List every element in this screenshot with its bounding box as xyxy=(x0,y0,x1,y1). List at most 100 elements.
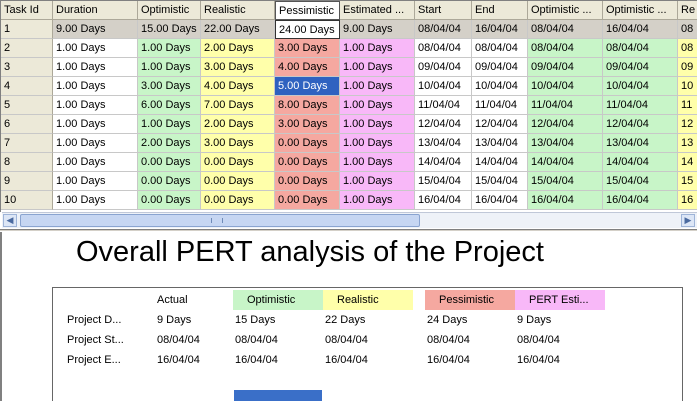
horizontal-scrollbar[interactable]: ◀ ▶ xyxy=(2,212,697,228)
cell-end[interactable]: 10/04/04 xyxy=(472,77,528,96)
cell-optimistic[interactable]: 0.00 Days xyxy=(138,153,201,172)
cell-optimistic-end[interactable]: 08/04/04 xyxy=(603,39,678,58)
table-row[interactable]: 2 1.00 Days 1.00 Days 2.00 Days 3.00 Days 1.0… xyxy=(1,39,697,58)
cell-estimated[interactable]: 9.00 Days xyxy=(340,20,415,39)
cell-optimistic-start[interactable]: 10/04/04 xyxy=(528,77,603,96)
cell-estimated[interactable]: 1.00 Days xyxy=(340,96,415,115)
cell-optimistic-end[interactable]: 11/04/04 xyxy=(603,96,678,115)
cell-optimistic-start[interactable]: 12/04/04 xyxy=(528,115,603,134)
cell-realistic[interactable]: 3.00 Days xyxy=(201,58,275,77)
scroll-thumb[interactable] xyxy=(20,214,420,227)
cell-estimated[interactable]: 1.00 Days xyxy=(340,134,415,153)
cell-duration[interactable]: 1.00 Days xyxy=(53,115,138,134)
cell-duration[interactable]: 9.00 Days xyxy=(53,20,138,39)
column-header-task-id[interactable]: Task Id xyxy=(1,1,53,20)
cell-duration[interactable]: 1.00 Days xyxy=(53,77,138,96)
cell-optimistic-start[interactable]: 08/04/04 xyxy=(528,39,603,58)
cell-optimistic-start[interactable]: 11/04/04 xyxy=(528,96,603,115)
cell-realistic[interactable]: 0.00 Days xyxy=(201,172,275,191)
cell-estimated[interactable]: 1.00 Days xyxy=(340,191,415,210)
cell-realistic[interactable]: 3.00 Days xyxy=(201,134,275,153)
cell-pessimistic[interactable]: 24.00 Days xyxy=(275,20,340,39)
cell-realistic[interactable]: 0.00 Days xyxy=(201,153,275,172)
cell-pessimistic[interactable]: 3.00 Days xyxy=(275,39,340,58)
cell-optimistic[interactable]: 0.00 Days xyxy=(138,172,201,191)
cell-start[interactable]: 14/04/04 xyxy=(415,153,472,172)
scroll-left-icon[interactable]: ◀ xyxy=(3,214,17,227)
cell-realistic-start[interactable]: 08 xyxy=(678,20,697,39)
cell-estimated[interactable]: 1.00 Days xyxy=(340,58,415,77)
cell-optimistic[interactable]: 2.00 Days xyxy=(138,134,201,153)
table-row[interactable]: 9 1.00 Days 0.00 Days 0.00 Days 0.00 Days 1.0… xyxy=(1,172,697,191)
cell-task-id[interactable]: 7 xyxy=(1,134,53,153)
cell-pessimistic[interactable]: 0.00 Days xyxy=(275,172,340,191)
table-row[interactable]: 5 1.00 Days 6.00 Days 7.00 Days 8.00 Days 1.0… xyxy=(1,96,697,115)
table-row[interactable]: 6 1.00 Days 1.00 Days 2.00 Days 3.00 Days 1.0… xyxy=(1,115,697,134)
cell-optimistic[interactable]: 3.00 Days xyxy=(138,77,201,96)
cell-estimated[interactable]: 1.00 Days xyxy=(340,172,415,191)
cell-realistic-start[interactable]: 08 xyxy=(678,39,697,58)
column-header-pessimistic[interactable]: Pessimistic xyxy=(275,1,340,20)
cell-task-id[interactable]: 10 xyxy=(1,191,53,210)
cell-task-id[interactable]: 9 xyxy=(1,172,53,191)
cell-realistic[interactable]: 2.00 Days xyxy=(201,115,275,134)
cell-end[interactable]: 16/04/04 xyxy=(472,20,528,39)
column-header-realistic[interactable]: Realistic xyxy=(201,1,275,20)
column-header-start[interactable]: Start xyxy=(415,1,472,20)
cell-realistic[interactable]: 4.00 Days xyxy=(201,77,275,96)
table-row[interactable]: 7 1.00 Days 2.00 Days 3.00 Days 0.00 Days 1.0… xyxy=(1,134,697,153)
cell-task-id[interactable]: 6 xyxy=(1,115,53,134)
cell-optimistic-start[interactable]: 09/04/04 xyxy=(528,58,603,77)
cell-realistic-start[interactable]: 09 xyxy=(678,58,697,77)
cell-estimated[interactable]: 1.00 Days xyxy=(340,77,415,96)
column-header-duration[interactable]: Duration xyxy=(53,1,138,20)
column-header-optimistic[interactable]: Optimistic xyxy=(138,1,201,20)
cell-realistic-start[interactable]: 14 xyxy=(678,153,697,172)
cell-duration[interactable]: 1.00 Days xyxy=(53,39,138,58)
cell-end[interactable]: 14/04/04 xyxy=(472,153,528,172)
table-row[interactable]: 4 1.00 Days 3.00 Days 4.00 Days 5.00 Days 1.0… xyxy=(1,77,697,96)
cell-pessimistic[interactable]: 4.00 Days xyxy=(275,58,340,77)
cell-optimistic[interactable]: 1.00 Days xyxy=(138,39,201,58)
cell-optimistic-end[interactable]: 09/04/04 xyxy=(603,58,678,77)
cell-pessimistic[interactable]: 0.00 Days xyxy=(275,153,340,172)
cell-optimistic-start[interactable]: 15/04/04 xyxy=(528,172,603,191)
cell-end[interactable]: 12/04/04 xyxy=(472,115,528,134)
cell-realistic-start[interactable]: 10 xyxy=(678,77,697,96)
scroll-right-icon[interactable]: ▶ xyxy=(681,214,695,227)
cell-pessimistic[interactable]: 0.00 Days xyxy=(275,134,340,153)
cell-optimistic-end[interactable]: 13/04/04 xyxy=(603,134,678,153)
cell-start[interactable]: 12/04/04 xyxy=(415,115,472,134)
column-header-estimated[interactable]: Estimated ... xyxy=(340,1,415,20)
cell-task-id[interactable]: 4 xyxy=(1,77,53,96)
cell-optimistic[interactable]: 0.00 Days xyxy=(138,191,201,210)
cell-realistic-start[interactable]: 12 xyxy=(678,115,697,134)
cell-realistic-start[interactable]: 11 xyxy=(678,96,697,115)
cell-realistic[interactable]: 7.00 Days xyxy=(201,96,275,115)
cell-end[interactable]: 09/04/04 xyxy=(472,58,528,77)
cell-duration[interactable]: 1.00 Days xyxy=(53,191,138,210)
cell-estimated[interactable]: 1.00 Days xyxy=(340,39,415,58)
cell-start[interactable]: 13/04/04 xyxy=(415,134,472,153)
cell-duration[interactable]: 1.00 Days xyxy=(53,96,138,115)
cell-estimated[interactable]: 1.00 Days xyxy=(340,115,415,134)
cell-optimistic-end[interactable]: 15/04/04 xyxy=(603,172,678,191)
cell-realistic[interactable]: 22.00 Days xyxy=(201,20,275,39)
cell-duration[interactable]: 1.00 Days xyxy=(53,134,138,153)
cell-start[interactable]: 16/04/04 xyxy=(415,191,472,210)
cell-duration[interactable]: 1.00 Days xyxy=(53,153,138,172)
cell-realistic[interactable]: 0.00 Days xyxy=(201,191,275,210)
tasks-grid[interactable]: Task Id Duration Optimistic Realistic Pessim… xyxy=(0,0,697,212)
cell-optimistic-end[interactable]: 16/04/04 xyxy=(603,191,678,210)
cell-optimistic-end[interactable]: 16/04/04 xyxy=(603,20,678,39)
cell-optimistic-start[interactable]: 08/04/04 xyxy=(528,20,603,39)
table-row[interactable]: 8 1.00 Days 0.00 Days 0.00 Days 0.00 Days 1.0… xyxy=(1,153,697,172)
column-header-optimistic-start[interactable]: Optimistic ... xyxy=(528,1,603,20)
cell-optimistic[interactable]: 1.00 Days xyxy=(138,58,201,77)
table-row[interactable]: 3 1.00 Days 1.00 Days 3.00 Days 4.00 Days 1.0… xyxy=(1,58,697,77)
cell-realistic-start[interactable]: 16 xyxy=(678,191,697,210)
cell-end[interactable]: 08/04/04 xyxy=(472,39,528,58)
cell-start[interactable]: 09/04/04 xyxy=(415,58,472,77)
cell-pessimistic[interactable]: 0.00 Days xyxy=(275,191,340,210)
cell-end[interactable]: 16/04/04 xyxy=(472,191,528,210)
